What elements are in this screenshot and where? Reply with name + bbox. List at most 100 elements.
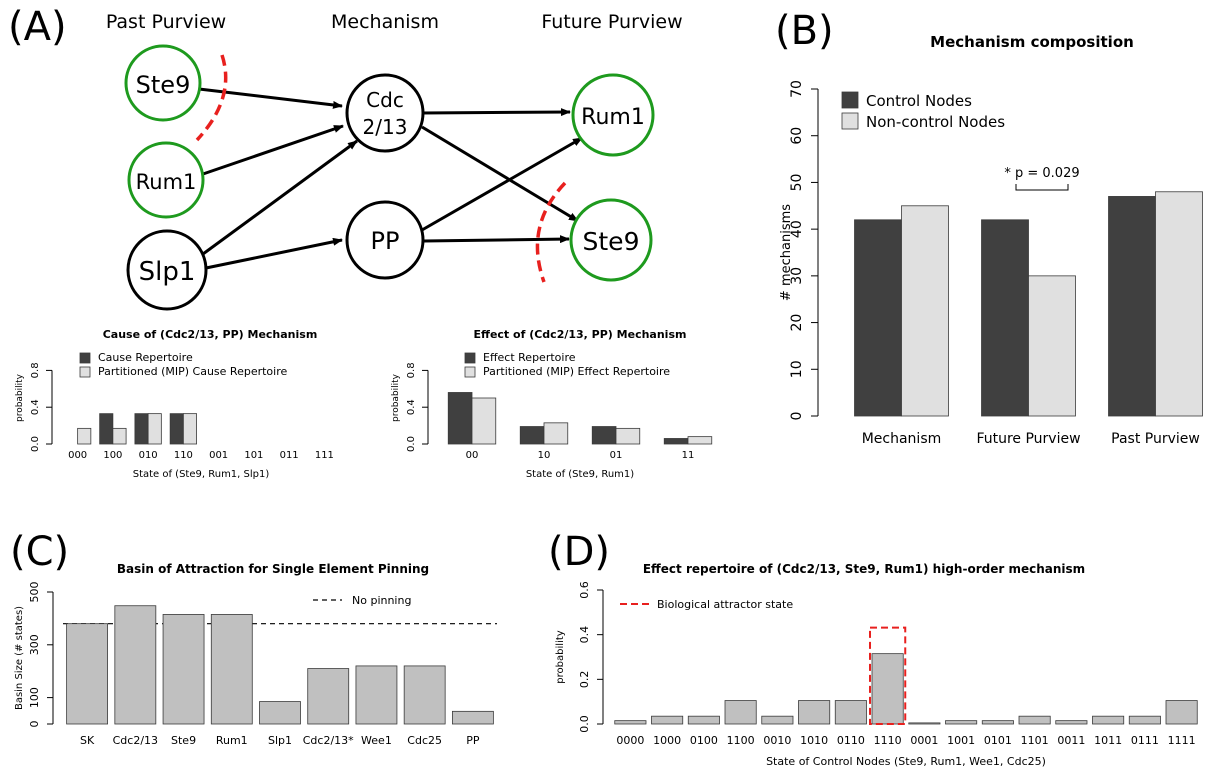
legend-swatch	[841, 112, 859, 130]
node-rum1-future-label: Rum1	[581, 105, 645, 130]
x-tick-label: 0011	[1057, 734, 1085, 747]
attractor-highlight-box	[869, 626, 907, 726]
x-tick-label: 1101	[1021, 734, 1049, 747]
node-pp	[345, 200, 425, 280]
x-tick-label: 1110	[874, 734, 902, 747]
y-axis-label: probability	[391, 373, 401, 422]
chart-title: Effect repertoire of (Cdc2/13, Ste9, Rum…	[643, 562, 1085, 576]
chart-title: Mechanism composition	[930, 33, 1134, 51]
legend-label: Control Nodes	[866, 92, 972, 110]
node-cdc-label-line1: Cdc	[366, 88, 404, 112]
chart-effect-repertoire: Effect of (Cdc2/13, PP) Mechanism 0.0 0.4 0…	[391, 328, 713, 480]
x-tick-label: 000	[68, 450, 87, 461]
x-tick-label: 1010	[800, 734, 828, 747]
bar-value-1110	[871, 653, 904, 725]
bar-non-control-nodes-future-purview	[1028, 275, 1076, 417]
node-ste9-future	[569, 198, 653, 282]
bar-non-control-nodes-mechanism	[901, 205, 949, 417]
column-header-past: Past Purview	[106, 11, 226, 33]
edge-slp1-cdc	[202, 139, 358, 256]
bar-non-control-nodes-past-purview	[1155, 191, 1203, 417]
x-tick-label: 0101	[984, 734, 1012, 747]
bar-effect-repertoire-10	[519, 426, 545, 445]
x-tick-label: Cdc2/13*	[303, 734, 354, 747]
bar-value-cdc2-13	[114, 605, 157, 725]
x-tick-label: 0001	[910, 734, 938, 747]
x-tick-label: 110	[174, 450, 193, 461]
node-slp1	[126, 229, 208, 311]
bar-partitioned-mip-cause-repertoire-000	[77, 427, 92, 445]
x-tick-label: 0000	[616, 734, 644, 747]
bar-value-1011	[1092, 715, 1125, 725]
x-tick-label: 01	[610, 450, 623, 461]
bar-value-0000	[614, 720, 647, 725]
x-tick-label: Wee1	[361, 734, 392, 747]
legend-swatch	[79, 352, 91, 364]
bar-value-0011	[1055, 720, 1088, 725]
column-header-mechanism: Mechanism	[331, 11, 439, 33]
chart-title: Cause of (Cdc2/13, PP) Mechanism	[103, 328, 318, 341]
y-tick-label: 10	[789, 360, 805, 378]
y-axis-label: probability	[555, 630, 566, 683]
x-axis-label: State of Control Nodes (Ste9, Rum1, Wee1…	[766, 755, 1046, 768]
legend-swatch	[464, 366, 476, 378]
y-tick-label: 50	[789, 174, 805, 192]
legend-swatch	[464, 352, 476, 364]
bar-partitioned-mip-cause-repertoire-110	[182, 413, 197, 445]
bar-value-wee1	[355, 665, 398, 725]
x-tick-label: SK	[80, 734, 95, 747]
y-tick-label: 0.4	[30, 399, 41, 415]
y-tick-label: 300	[28, 634, 41, 655]
panel-letter-d: (D)	[548, 529, 610, 575]
x-tick-label: 10	[538, 450, 551, 461]
x-tick-label: 1000	[653, 734, 681, 747]
x-tick-label: 00	[466, 450, 479, 461]
partition-cut-past	[195, 54, 228, 142]
x-tick-label: 010	[139, 450, 158, 461]
bar-effect-repertoire-11	[663, 438, 689, 445]
x-tick-label: Ste9	[171, 734, 196, 747]
node-ste9-past-label: Ste9	[136, 71, 191, 99]
node-pp-label: PP	[371, 227, 400, 255]
y-tick-label: 70	[789, 80, 805, 98]
bar-value-sk	[66, 623, 109, 725]
y-tick-label: 500	[28, 582, 41, 603]
bar-value-1001	[945, 720, 978, 725]
y-tick-label: 0.6	[578, 581, 591, 599]
bar-value-0010	[761, 715, 794, 725]
bar-value-slp1	[259, 701, 301, 725]
reference-line-legend-label: No pinning	[352, 594, 411, 607]
panel-letter-a: (A)	[8, 4, 67, 50]
y-tick-label: 0.0	[578, 715, 591, 733]
bar-control-nodes-future-purview	[981, 219, 1029, 417]
node-ste9-future-label: Ste9	[583, 227, 640, 256]
bar-partitioned-mip-cause-repertoire-010	[147, 413, 162, 445]
partition-cut-future	[535, 181, 567, 283]
bar-value-rum1	[210, 614, 253, 725]
x-tick-label: 0111	[1131, 734, 1159, 747]
x-tick-label: 001	[209, 450, 228, 461]
legend-label: Effect Repertoire	[483, 351, 576, 364]
bar-partitioned-mip-cause-repertoire-100	[112, 427, 127, 445]
significance-label: * p = 0.029	[1004, 166, 1079, 181]
x-tick-label: 1001	[947, 734, 975, 747]
panel-letter-c: (C)	[10, 529, 69, 575]
y-tick-label: 40	[789, 220, 805, 238]
bar-value-cdc2-13-	[307, 668, 350, 725]
edge-cdc-rum1	[421, 108, 571, 117]
edge-ste9-cdc	[198, 87, 343, 109]
legend-swatch	[79, 366, 91, 378]
x-tick-label: Rum1	[216, 734, 248, 747]
y-tick-label: 0	[789, 412, 805, 421]
x-tick-label: 11	[682, 450, 695, 461]
chart-title: Effect of (Cdc2/13, PP) Mechanism	[474, 328, 687, 341]
x-tick-label: 111	[315, 450, 334, 461]
x-tick-label: Future Purview	[976, 431, 1080, 447]
bar-value-1111	[1165, 700, 1198, 725]
y-axis-label: # mechanisms	[779, 204, 794, 301]
y-tick-label: 20	[789, 314, 805, 332]
node-cdc	[345, 73, 425, 153]
y-tick-label: 30	[789, 267, 805, 285]
x-tick-label: 0010	[763, 734, 791, 747]
